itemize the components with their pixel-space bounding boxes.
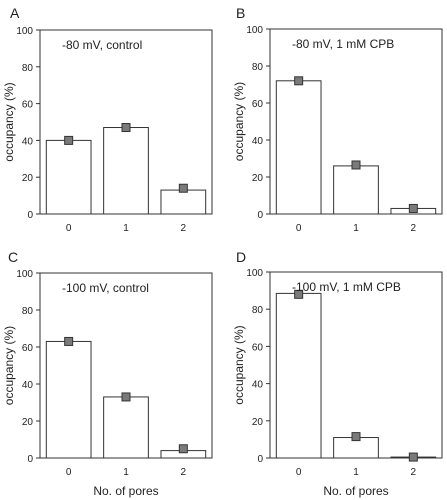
panel-b: B 0 20 40 60 80 100 0 1 2 -80 mV, 1 mM CPB occupanc… <box>232 5 443 234</box>
x-tick-label: 2 <box>411 223 417 234</box>
panel-annotation: -100 mV, control <box>62 281 149 295</box>
y-tick-label: 100 <box>246 268 263 279</box>
y-tick-label: 0 <box>27 210 33 221</box>
y-tick-label: 100 <box>16 26 33 37</box>
x-tick-label: 0 <box>296 223 302 234</box>
y-tick-label: 0 <box>27 454 33 465</box>
panel-annotation: -80 mV, 1 mM CPB <box>292 37 394 51</box>
y-tick-label: 100 <box>246 25 263 36</box>
panel-c: C 0 20 40 60 80 100 0 1 2 -100 mV, control occupanc… <box>2 249 213 498</box>
x-tick-label: 2 <box>181 467 187 478</box>
panel-d: D 0 20 40 60 80 100 0 1 2 -100 mV, 1 mM CPB occupan… <box>232 249 443 498</box>
data-point-1 <box>121 392 131 402</box>
y-tick-label: 20 <box>22 173 34 184</box>
x-tick-label: 1 <box>123 467 129 478</box>
plot-frame <box>269 271 443 459</box>
y-tick-label: 80 <box>252 305 264 316</box>
bar-0 <box>45 139 92 215</box>
y-tick-label: 80 <box>252 62 264 73</box>
x-axis-label: No. of pores <box>93 484 158 498</box>
data-point-0 <box>64 336 74 346</box>
y-tick-label: 20 <box>252 417 264 428</box>
y-tick-label: 60 <box>22 343 34 354</box>
y-tick-label: 0 <box>257 454 263 465</box>
data-point-0 <box>64 135 74 145</box>
y-tick-label: 100 <box>16 269 33 280</box>
y-axis-label: occupancy (%) <box>2 82 16 161</box>
data-point-0 <box>294 76 304 86</box>
bar-1 <box>103 396 149 459</box>
data-point-2 <box>408 452 418 462</box>
panel-label: B <box>236 5 245 21</box>
panel-annotation: -80 mV, control <box>62 38 142 52</box>
x-tick-label: 0 <box>66 467 72 478</box>
x-tick-label: 1 <box>123 223 129 234</box>
bar-0 <box>275 292 322 459</box>
panel-a: A 0 20 40 60 80 100 0 1 2 -80 mV, control occupancy… <box>2 5 213 234</box>
plot-frame <box>269 28 443 215</box>
plot-frame <box>39 272 213 459</box>
data-point-1 <box>351 160 361 170</box>
y-tick-label: 40 <box>22 136 34 147</box>
y-tick-label: 20 <box>22 417 34 428</box>
panel-label: D <box>236 249 246 265</box>
y-tick-label: 80 <box>22 306 34 317</box>
panel-annotation: -100 mV, 1 mM CPB <box>292 280 401 294</box>
y-tick-label: 60 <box>252 99 264 110</box>
y-tick-label: 60 <box>22 100 34 111</box>
bar-0 <box>45 340 92 459</box>
panel-label: C <box>8 249 18 265</box>
y-tick-label: 40 <box>252 136 264 147</box>
bar-1 <box>333 165 379 215</box>
x-tick-label: 2 <box>181 223 187 234</box>
y-axis-label: occupancy (%) <box>232 82 246 161</box>
bar-1 <box>103 127 149 215</box>
bar-2 <box>160 189 207 215</box>
y-axis-label: occupancy (%) <box>2 326 16 405</box>
y-axis-label: occupancy (%) <box>232 325 246 404</box>
data-point-2 <box>178 183 188 193</box>
x-tick-label: 0 <box>296 467 302 478</box>
data-point-2 <box>408 203 418 213</box>
x-tick-label: 0 <box>66 223 72 234</box>
y-tick-label: 60 <box>252 342 264 353</box>
bar-0 <box>275 80 322 215</box>
x-axis-label: No. of pores <box>323 484 388 498</box>
x-tick-label: 1 <box>353 467 359 478</box>
y-tick-label: 40 <box>252 380 264 391</box>
data-point-2 <box>178 444 188 454</box>
x-tick-label: 2 <box>411 467 417 478</box>
plot-frame <box>39 29 213 215</box>
y-tick-label: 0 <box>257 210 263 221</box>
panel-label: A <box>10 5 20 21</box>
data-point-0 <box>294 289 304 299</box>
data-point-1 <box>121 123 131 133</box>
y-tick-label: 40 <box>22 380 34 391</box>
x-tick-label: 1 <box>353 223 359 234</box>
y-tick-label: 20 <box>252 173 264 184</box>
y-tick-label: 80 <box>22 63 34 74</box>
data-point-1 <box>351 432 361 442</box>
